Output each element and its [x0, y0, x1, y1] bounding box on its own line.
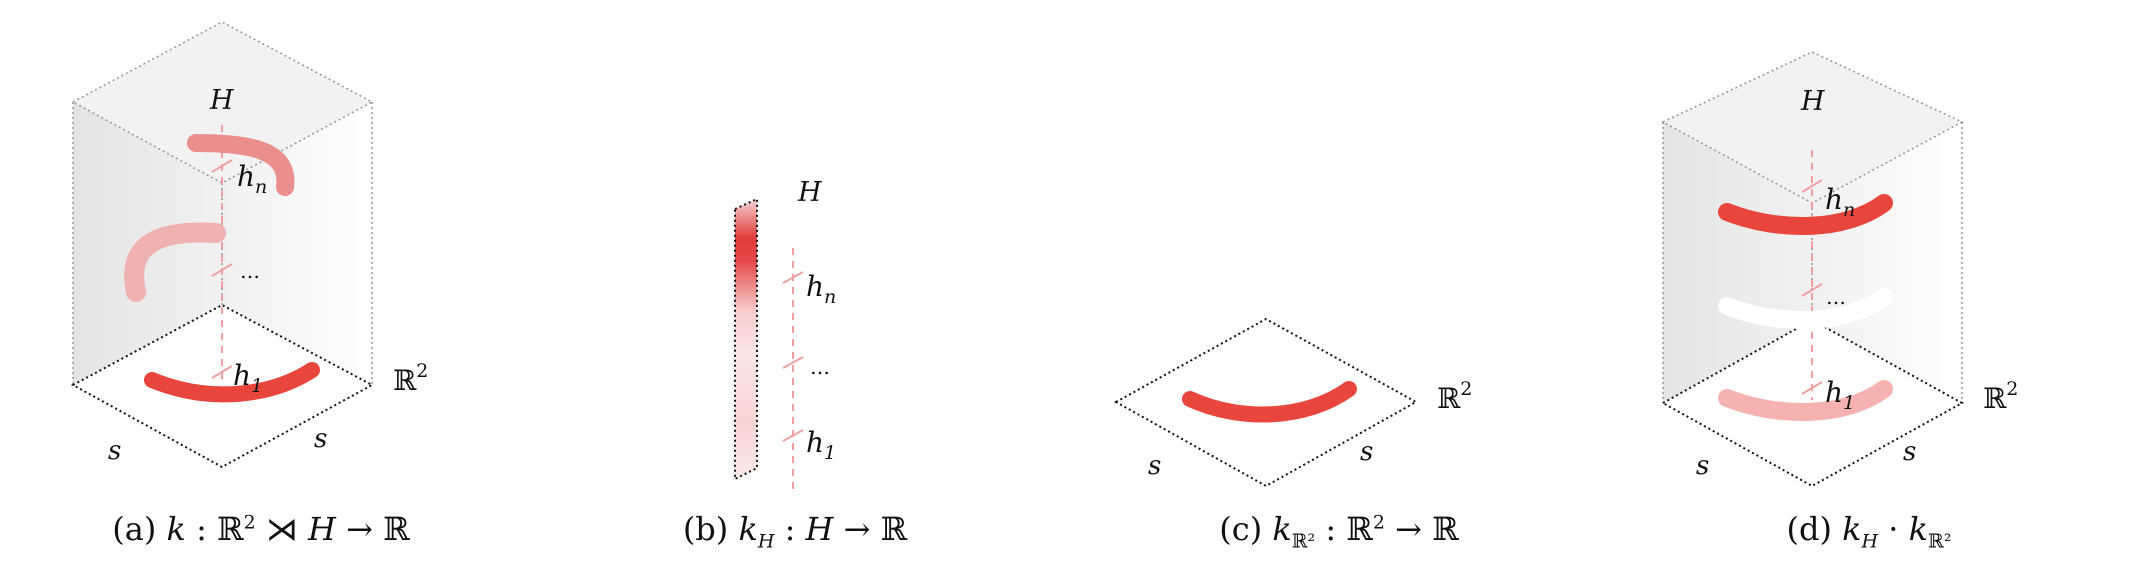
panel-b-ellipsis: …	[810, 355, 830, 379]
panel-a-axis-H: H	[209, 85, 234, 116]
panel-d-s-right: s	[1903, 437, 1916, 467]
panel-d-curve-top	[1718, 194, 1893, 235]
panel-a-curve-mid	[124, 222, 226, 302]
panel-d-right-face	[1812, 122, 1962, 403]
caption-a: (a) k : ℝ2 ⋊ H → ℝ	[112, 510, 410, 548]
panel-b-label-hn: hn	[806, 270, 836, 308]
panel-a-ellipsis: …	[240, 259, 260, 283]
panel-d: H hn … h1 s s ℝ2	[1660, 51, 2018, 488]
caption-c: (c) kℝ² : ℝ2 → ℝ	[1219, 510, 1459, 553]
panel-c-s-right: s	[1360, 437, 1373, 467]
panel-d-label-h1: h1	[1825, 376, 1855, 414]
panel-c-s-left: s	[1148, 451, 1161, 481]
panel-a-axis-R2: ℝ2	[393, 360, 428, 397]
panel-a-top-face	[73, 22, 372, 183]
panel-d-axis-R2: ℝ2	[1983, 378, 2018, 415]
panel-a: H hn … h1 s s ℝ2	[70, 21, 428, 469]
panel-d-curve-mid	[1718, 288, 1893, 329]
panel-d-label-hn: hn	[1825, 183, 1855, 221]
panel-c: s s ℝ2	[1113, 317, 1472, 488]
panel-d-s-left: s	[1696, 451, 1709, 481]
panel-a-base-plane	[70, 303, 375, 469]
panel-b-H-strip	[734, 197, 758, 481]
panel-d-left-face	[1663, 122, 1812, 403]
panel-d-curve-bottom	[1718, 380, 1893, 421]
panel-a-s-right: s	[314, 424, 327, 454]
panel-b-label-h1: h1	[806, 426, 836, 464]
panel-a-right-face	[222, 102, 372, 385]
panel-d-base-plane	[1660, 318, 1965, 488]
panel-c-axis-R2: ℝ2	[1437, 378, 1472, 415]
panel-a-label-h1: h1	[233, 359, 263, 397]
panel-a-label-hn: hn	[237, 160, 267, 198]
panel-b: H hn … h1	[734, 177, 836, 492]
caption-d: (d) kH · kℝ²	[1786, 510, 1952, 553]
panel-c-curve	[1182, 381, 1357, 423]
caption-b: (b) kH : H → ℝ	[682, 510, 908, 553]
panel-d-ellipsis: …	[1826, 285, 1846, 309]
panel-a-curve-top	[187, 134, 295, 196]
panel-a-s-left: s	[108, 436, 121, 466]
panel-d-axis-H: H	[1800, 86, 1825, 117]
panel-a-curve-bottom	[144, 362, 320, 403]
panel-d-top-face	[1663, 52, 1962, 203]
panel-b-axis-H: H	[797, 177, 822, 208]
